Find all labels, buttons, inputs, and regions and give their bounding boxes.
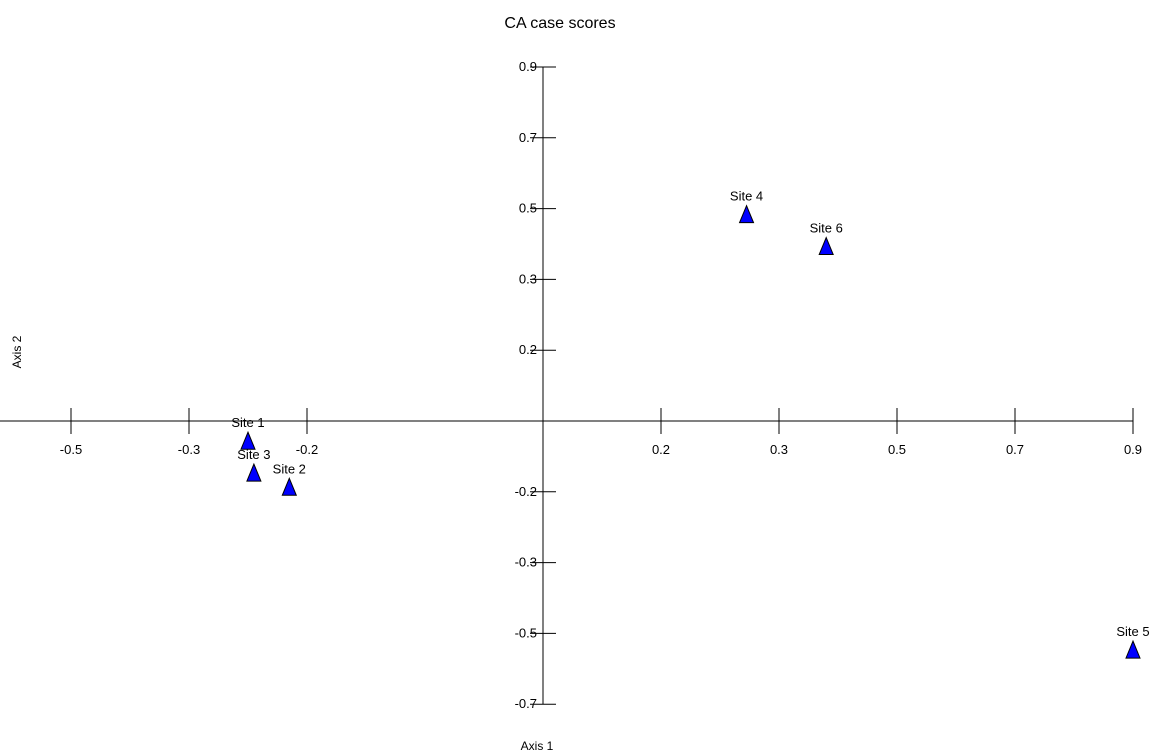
- data-point-marker: [240, 430, 256, 450]
- data-point-label: Site 6: [810, 221, 843, 236]
- y-tick-label: 0.9: [519, 59, 537, 74]
- y-tick-label: -0.3: [515, 555, 537, 570]
- y-tick-label: -0.5: [515, 625, 537, 640]
- axes-group: [0, 67, 1133, 705]
- data-point-label: Site 1: [231, 415, 264, 430]
- chart-title: CA case scores: [504, 15, 615, 32]
- x-tick-label: 0.7: [1006, 442, 1024, 457]
- x-tick-label: 0.3: [770, 442, 788, 457]
- x-tick-label: 0.2: [652, 442, 670, 457]
- data-point-label: Site 4: [730, 189, 763, 204]
- x-axis-title: Axis 1: [521, 739, 554, 753]
- y-tick-label: 0.2: [519, 342, 537, 357]
- data-point-marker: [246, 462, 262, 482]
- x-tick-label: 0.9: [1124, 442, 1142, 457]
- data-point-label: Site 5: [1116, 624, 1149, 639]
- y-tick-label: -0.7: [515, 696, 537, 711]
- x-tick-label: 0.5: [888, 442, 906, 457]
- y-tick-label: -0.2: [515, 484, 537, 499]
- data-point-marker: [738, 204, 755, 224]
- x-tick-label: -0.2: [296, 442, 318, 457]
- y-axis-title: Axis 2: [10, 335, 24, 368]
- y-tick-label: 0.3: [519, 271, 537, 286]
- data-point-marker: [281, 476, 298, 496]
- data-point-label: Site 2: [273, 461, 306, 476]
- y-tick-label: 0.5: [519, 201, 537, 216]
- x-tick-label: -0.5: [60, 442, 82, 457]
- data-point-label: Site 3: [237, 447, 270, 462]
- data-point-marker: [818, 236, 834, 256]
- data-point-marker: [1125, 639, 1141, 659]
- tick-group: -0.7 -0.5 -0.3 -0.2 0.2 0.3 0.5 0.7 0.9 0.9 0.7 0.5…: [60, 59, 1142, 711]
- x-tick-label: -0.3: [178, 442, 200, 457]
- y-tick-label: 0.7: [519, 130, 537, 145]
